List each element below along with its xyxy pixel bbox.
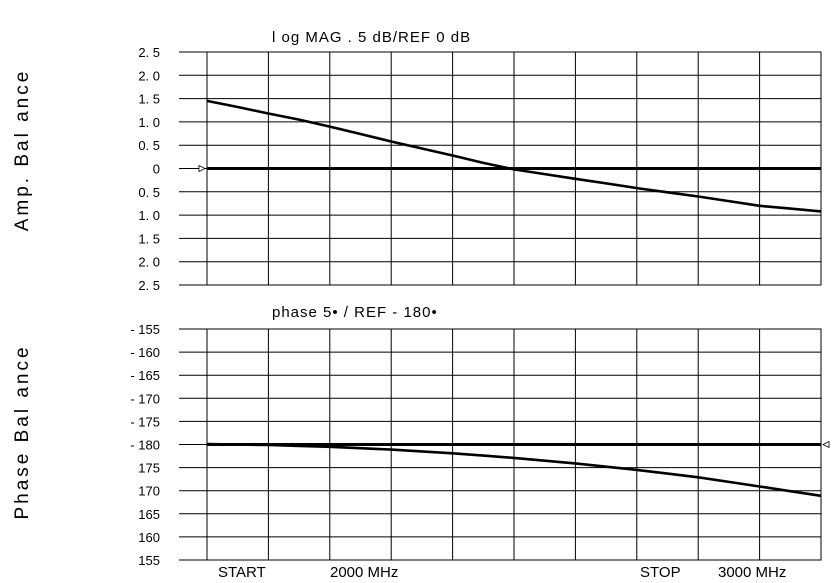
amp-y-tick-label: 1. 0	[138, 208, 160, 223]
stop-frequency: 3000 MHz	[718, 564, 786, 581]
amp-y-tick-label: 2. 0	[138, 255, 160, 270]
phase-y-tick-label: 155	[138, 553, 160, 568]
phase-y-tick-label: - 165	[130, 368, 160, 383]
amp-y-tick-label: 2. 5	[138, 45, 160, 60]
amp-y-tick-label: 1. 5	[138, 92, 160, 107]
phase-y-tick-label: 170	[138, 484, 160, 499]
amplitude-balance-panel: 2. 5 2. 0 1. 5 1. 0 0. 5 0 0. 5 1. 0 1. 5 2. 0 2. …	[12, 29, 822, 293]
amp-y-tick-label: 1. 0	[138, 115, 160, 130]
amp-panel-title: l og MAG . 5 dB/REF 0 dB	[272, 29, 471, 46]
phase-y-tick-label: 165	[138, 507, 160, 522]
amp-y-axis-label: Amp. Bal ance	[12, 69, 33, 232]
phase-panel-title: phase 5• / REF - 180•	[272, 304, 438, 321]
stop-label: STOP	[640, 564, 681, 581]
phase-y-axis-label: Phase Bal ance	[12, 344, 33, 519]
start-frequency: 2000 MHz	[330, 564, 398, 581]
amp-y-tick-label: 0	[153, 162, 160, 177]
phase-y-tick-label: - 170	[130, 391, 160, 406]
phase-reference-marker	[822, 440, 830, 449]
amp-y-tick-label: 0. 5	[138, 138, 160, 153]
amp-y-tick-label: 0. 5	[138, 185, 160, 200]
phase-y-tick-label: - 175	[130, 414, 160, 429]
start-label: START	[218, 564, 266, 581]
amp-trace-line	[206, 99, 822, 213]
phase-y-tick-label: - 180	[130, 438, 160, 453]
phase-balance-panel: - 155 - 160 - 165 - 170 - 175 - 180 175 170 165 1…	[12, 304, 830, 568]
amp-y-tick-label: 2. 0	[138, 68, 160, 83]
amp-reference-marker	[198, 164, 206, 173]
frequency-footer: START 2000 MHz STOP 3000 MHz	[218, 564, 786, 581]
phase-y-tick-label: - 155	[130, 322, 160, 337]
phase-y-tick-label: - 160	[130, 345, 160, 360]
phase-y-tick-label: 160	[138, 530, 160, 545]
phase-y-tick-label: 175	[138, 461, 160, 476]
phase-trace-line	[206, 442, 822, 498]
amp-y-tick-label: 1. 5	[138, 231, 160, 246]
amp-y-tick-label: 2. 5	[138, 278, 160, 293]
